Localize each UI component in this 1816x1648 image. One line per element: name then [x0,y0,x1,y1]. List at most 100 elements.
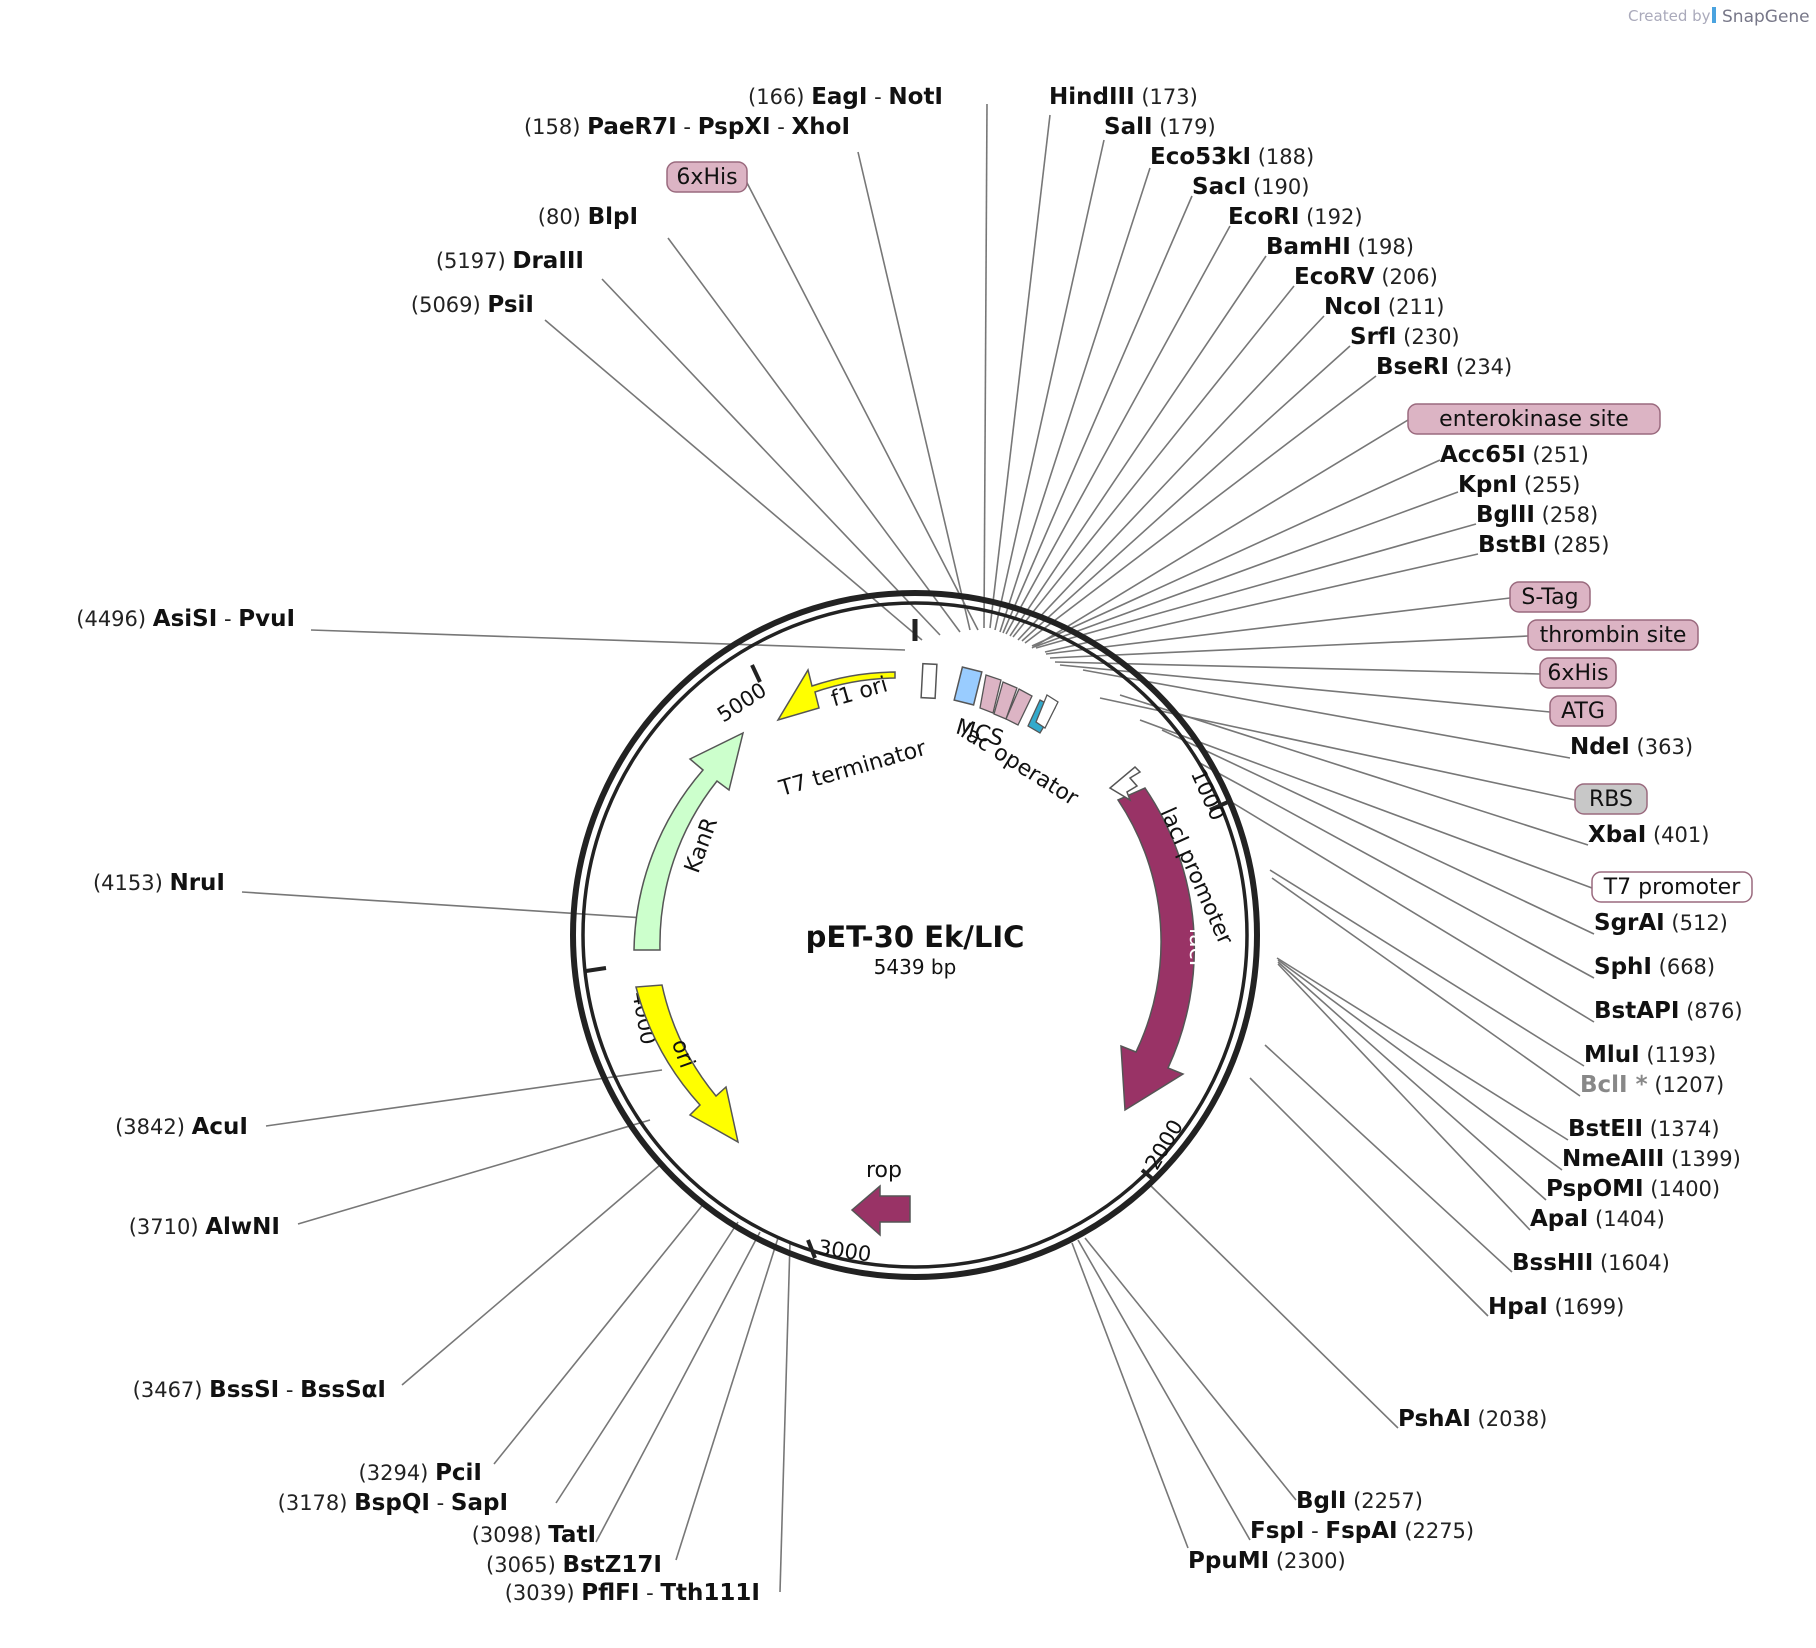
leader-line [1277,959,1563,1171]
site-label-part: PspXI [698,114,771,140]
site-label-part: XbaI [1588,822,1646,848]
leader-line [401,1164,661,1386]
laci-promoter-arrow [1108,765,1142,802]
site-label-part: BstBI [1478,532,1546,558]
site-label-part: - [1304,1519,1325,1543]
site-label-part: (3467) [133,1378,210,1402]
feature-tag: RBS [1574,783,1648,815]
site-label-part: SapI [451,1490,508,1516]
site-label-part: (401) [1646,823,1709,847]
tick-3000 [806,1239,817,1259]
leader-line [1119,694,1589,846]
site-label-part: (5069) [411,293,488,317]
site-label-part: - [867,85,888,109]
site-label-part: (363) [1630,735,1693,759]
site-label: SacI (190) [1192,174,1309,200]
feature-small-1 [979,674,1002,714]
leader-line [1269,869,1585,1067]
site-label-part: PvuI [238,606,295,632]
backbone-inner-ring [581,601,1249,1269]
site-label-part: BglII [1476,502,1535,528]
site-label: ApaI (1404) [1530,1206,1665,1232]
leader-line [1002,195,1193,634]
site-label: (3178) BspQI - SapI [278,1490,508,1516]
leader-line [1271,877,1581,1097]
site-label: HpaI (1699) [1488,1294,1624,1320]
plasmid-backbone [570,590,1260,1280]
leader-line [1276,957,1569,1141]
leader-line [1277,963,1531,1231]
site-label-part: - [279,1378,300,1402]
site-label-part: (3065) [486,1553,563,1577]
site-label-part: PciI [435,1460,482,1486]
feature-tag-label: RBS [1589,787,1633,812]
site-label-part: Acc65I [1440,442,1526,468]
t7-terminator-label: T7 terminator [776,736,930,802]
feature-leader-line [1099,697,1576,801]
leader-line [1009,255,1267,637]
feature-leader-line [1054,661,1541,675]
site-label-part: (188) [1251,145,1314,169]
site-label-part: - [217,607,238,631]
site-label-part: EagI [811,84,867,110]
site-label-part: FspI [1250,1518,1304,1544]
site-label: (3842) AcuI [115,1114,248,1140]
site-label-part: (876) [1679,999,1742,1023]
site-label-part: (2038) [1471,1407,1548,1431]
plasmid-length: 5439 bp [874,955,957,979]
site-label: FspI - FspAI (2275) [1250,1518,1474,1544]
feature-tag-box [1509,581,1591,613]
t7-terminator-box [920,662,938,700]
site-label-part: (3842) [115,1115,192,1139]
site-label-part: (668) [1652,955,1715,979]
feature-tag-label: 6xHis [1547,661,1608,686]
site-label-part: (234) [1449,355,1512,379]
feature-tag-label: thrombin site [1540,623,1687,648]
feature-leader-line [1139,719,1593,889]
site-label-part: BglI [1296,1488,1346,1514]
site-label-part: (1404) [1588,1207,1665,1231]
site-label-part: NdeI [1570,734,1630,760]
site-label: BseRI (234) [1376,354,1512,380]
site-label-part: (512) [1665,911,1728,935]
site-label: (3294) PciI [359,1460,482,1486]
site-label-part: (1207) [1648,1073,1725,1097]
site-label-part: (285) [1546,533,1609,557]
site-label-part: NcoI [1324,294,1381,320]
site-label-part: Tth111I [660,1580,760,1606]
rop-arrow [850,1184,911,1237]
site-label: SgrAI (512) [1594,910,1728,936]
site-label-part: (4153) [93,871,170,895]
feature-tag-box [1407,403,1661,435]
site-label-part: BssSI [209,1377,279,1403]
feature-tag-box [666,161,748,193]
site-label-part: BstEII [1568,1116,1643,1142]
site-label: BclI * (1207) [1580,1072,1724,1098]
site-label-part: - [639,1581,660,1605]
site-label-part: (80) [538,205,588,229]
leader-line [1044,553,1479,653]
leader-line [994,139,1105,631]
site-label: BssHII (1604) [1512,1250,1670,1276]
site-label: NmeAIII (1399) [1562,1146,1741,1172]
site-label-part: EcoRV [1294,264,1375,290]
leader-line [675,1237,779,1561]
backbone-outer-ring [570,590,1260,1280]
site-label-part: (1699) [1548,1295,1625,1319]
leader-line [1005,225,1231,635]
tick-4000 [585,966,607,973]
site-label: BstEII (1374) [1568,1116,1720,1142]
leader-line [1227,799,1595,1023]
feature-tag-box [1539,657,1617,689]
leader-line [297,1119,651,1225]
site-label-part: BlpI [588,204,638,230]
site-label-part: AlwNI [205,1214,280,1240]
site-label-part: (1400) [1644,1177,1721,1201]
tick-label-5000: 5000 [713,678,771,727]
site-label-part: (5197) [436,249,513,273]
leader-line [601,278,941,636]
site-label-part: MluI [1584,1042,1640,1068]
site-label-part: BssHII [1512,1250,1593,1276]
leader-line [1017,315,1325,641]
feature-tag-box [1527,619,1699,651]
